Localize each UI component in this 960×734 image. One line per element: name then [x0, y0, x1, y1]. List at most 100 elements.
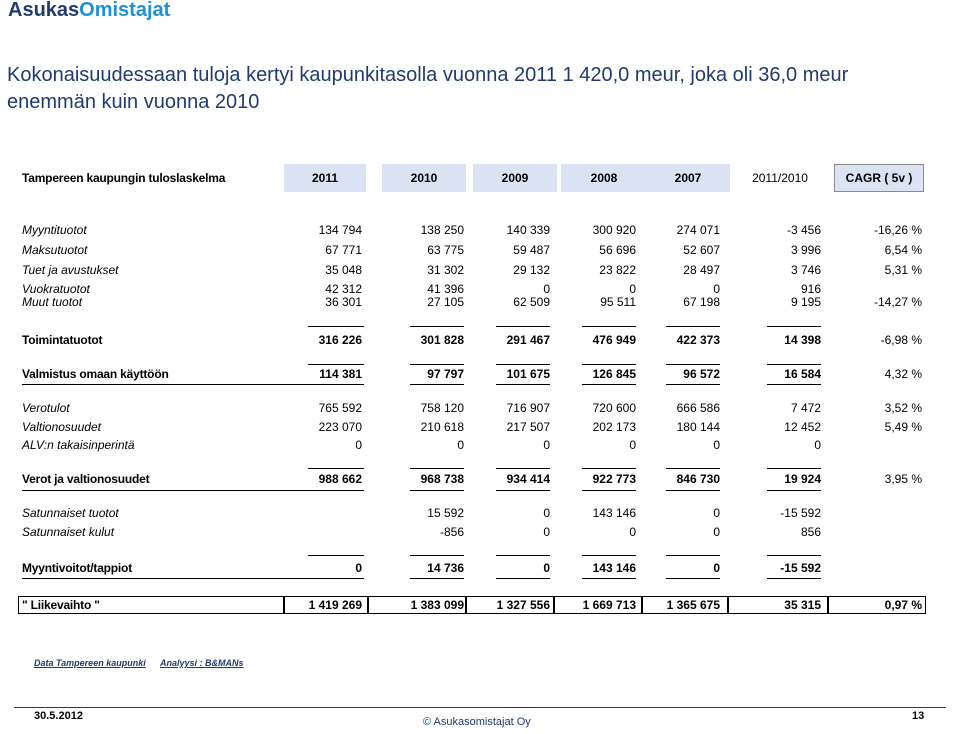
row-underline [496, 578, 550, 579]
logo: AsukasOmistajat [8, 0, 170, 22]
cell-change: -15 592 [780, 561, 821, 575]
cell-2008: 202 173 [592, 420, 636, 434]
subtotal-rule [767, 364, 821, 365]
cell-2010: 41 396 [427, 282, 464, 296]
subtotal-rule [582, 326, 636, 327]
cell-2011: 42 312 [325, 282, 362, 296]
row-underline [666, 384, 720, 385]
row-underline [410, 384, 464, 385]
cell-2010: 210 618 [420, 420, 464, 434]
cell-2009: 934 414 [506, 472, 550, 486]
cell-2007: 0 [713, 561, 720, 575]
cell-2011: 316 226 [318, 333, 362, 347]
row-underline [308, 578, 364, 579]
table-row: " Liikevaihto " 1 419 269 1 383 099 1 32… [0, 595, 960, 615]
cell-change: 12 452 [784, 420, 821, 434]
cell-change: 35 315 [784, 598, 821, 612]
cell-cagr: -16,26 % [873, 223, 922, 237]
cell-2010: 97 797 [427, 367, 464, 381]
subtotal-rule [496, 364, 550, 365]
cell-cagr: 4,32 % [884, 367, 922, 381]
cell-2010: -856 [439, 525, 464, 539]
cell-2010: 301 828 [420, 333, 464, 347]
cell-2007: 180 144 [676, 420, 720, 434]
data-source-note: Data Tampereen kaupunki [34, 658, 146, 668]
row-label: Vuokratuotot [22, 282, 90, 296]
subtotal-rule [410, 364, 464, 365]
column-header-2007: 2007 [646, 164, 730, 192]
cell-2011: 223 070 [318, 420, 362, 434]
cell-2010: 138 250 [420, 223, 464, 237]
cell-cagr: 5,49 % [884, 420, 922, 434]
cell-2007: 0 [713, 282, 720, 296]
cell-cagr: 0,97 % [884, 598, 922, 612]
cell-2011: 36 301 [325, 295, 362, 309]
table-row: Tuet ja avustukset 35 048 31 302 29 132 … [0, 260, 960, 280]
cell-2009: 62 509 [513, 295, 550, 309]
row-underline [582, 490, 636, 491]
cell-change: 19 924 [784, 472, 821, 486]
row-underline [582, 578, 636, 579]
table-row: Myyntivoitot/tappiot 0 14 736 0 143 146 … [0, 558, 960, 578]
cell-2009: 0 [543, 561, 550, 575]
cell-2007: 0 [713, 506, 720, 520]
table-row: Myyntituotot 134 794 138 250 140 339 300… [0, 220, 960, 240]
subtotal-rule [410, 326, 464, 327]
row-label: Valtionosuudet [22, 420, 101, 434]
cell-2008: 143 146 [592, 506, 636, 520]
table-header-label: Tampereen kaupungin tuloslaskelma [22, 171, 226, 185]
cell-2009: 59 487 [513, 243, 550, 257]
row-label: Maksutuotot [22, 243, 88, 257]
row-underline [767, 384, 821, 385]
row-label: Toimintatuotot [22, 333, 103, 347]
row-label: Verot ja valtionosuudet [22, 472, 150, 486]
cell-change: -3 456 [786, 223, 821, 237]
row-underline [308, 490, 364, 491]
subtotal-rule [496, 326, 550, 327]
cell-2009: 29 132 [513, 263, 550, 277]
column-header-change: 2011/2010 [730, 164, 830, 192]
cell-2011: 0 [355, 438, 362, 452]
footer-divider [14, 707, 946, 708]
total-box [642, 596, 728, 614]
row-underline [582, 384, 636, 385]
cell-2010: 1 383 099 [410, 598, 464, 612]
row-underline [410, 490, 464, 491]
cell-change: 3 746 [790, 263, 821, 277]
cell-2011: 988 662 [318, 472, 362, 486]
cell-cagr: 6,54 % [884, 243, 922, 257]
table-row: Verotulot 765 592 758 120 716 907 720 60… [0, 398, 960, 418]
page-title-line-2: enemmän kuin vuonna 2010 [7, 91, 260, 113]
subtotal-rule [582, 555, 636, 556]
cell-2010: 758 120 [420, 401, 464, 415]
subtotal-rule [308, 468, 364, 469]
cell-change: 7 472 [790, 401, 821, 415]
total-box [728, 596, 828, 614]
row-label: ALV:n takaisinperintä [22, 438, 135, 452]
row-label: " Liikevaihto " [22, 598, 100, 612]
cell-2007: 28 497 [683, 263, 720, 277]
subtotal-rule [666, 468, 720, 469]
cell-2010: 0 [457, 438, 464, 452]
cell-cagr: 3,52 % [884, 401, 922, 415]
row-underline [496, 490, 550, 491]
cell-2008: 0 [629, 282, 636, 296]
cell-cagr: 3,95 % [884, 472, 922, 486]
cell-change: 916 [800, 282, 821, 296]
row-underline [410, 578, 464, 579]
subtotal-rule [582, 468, 636, 469]
cell-2008: 23 822 [599, 263, 636, 277]
footer-date: 30.5.2012 [34, 710, 83, 722]
subtotal-rule [308, 326, 364, 327]
table-row: Maksutuotot 67 771 63 775 59 487 56 696 … [0, 240, 960, 260]
cell-change: 14 398 [784, 333, 821, 347]
subtotal-rule [666, 326, 720, 327]
cell-cagr: -14,27 % [873, 295, 922, 309]
total-box [466, 596, 554, 614]
footer-copyright: © Asukasomistajat Oy [423, 716, 531, 728]
page-number: 13 [912, 710, 925, 722]
subtotal-rule [496, 555, 550, 556]
subtotal-rule [767, 326, 821, 327]
row-label: Myyntivoitot/tappiot [22, 561, 132, 575]
cell-2008: 56 696 [599, 243, 636, 257]
